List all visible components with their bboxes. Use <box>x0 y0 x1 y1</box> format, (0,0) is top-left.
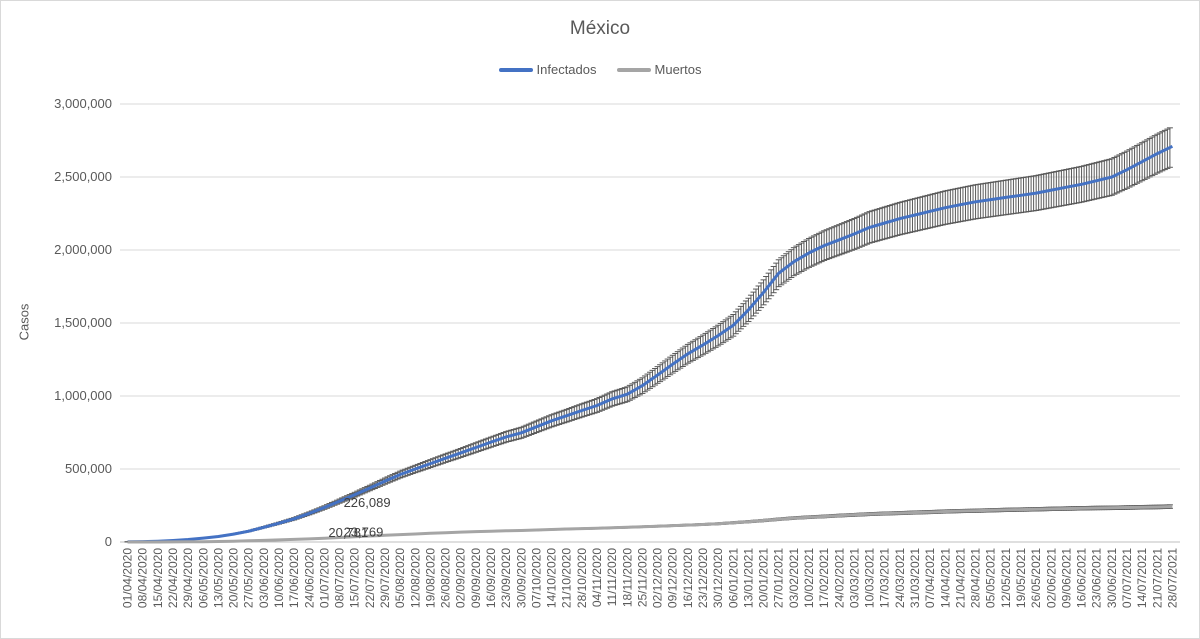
x-tick-label: 24/02/2021 <box>832 548 846 608</box>
x-tick-label: 19/08/2020 <box>423 548 437 608</box>
x-tick-label: 28/07/2021 <box>1165 548 1179 608</box>
x-tick-label: 01/07/2020 <box>317 548 331 608</box>
y-tick-label: 2,000,000 <box>54 242 112 257</box>
x-tick-label: 05/05/2021 <box>984 548 998 608</box>
x-tick-label: 27/05/2020 <box>242 548 256 608</box>
x-tick-label: 21/07/2021 <box>1150 548 1164 608</box>
x-tick-label: 23/12/2020 <box>696 548 710 608</box>
x-tick-label: 19/05/2021 <box>1014 548 1028 608</box>
x-tick-label: 26/05/2021 <box>1029 548 1043 608</box>
x-tick-label: 21/04/2021 <box>953 548 967 608</box>
x-tick-label: 10/03/2021 <box>863 548 877 608</box>
x-tick-label: 31/03/2021 <box>908 548 922 608</box>
x-tick-label: 10/02/2021 <box>802 548 816 608</box>
x-tick-label: 16/09/2020 <box>484 548 498 608</box>
legend-swatch-muertos <box>616 67 651 72</box>
x-tick-label: 02/12/2020 <box>651 548 665 608</box>
x-tick-label: 27/01/2021 <box>772 548 786 608</box>
x-tick-label: 14/10/2020 <box>545 548 559 608</box>
x-tick-label: 08/04/2020 <box>136 548 150 608</box>
x-tick-label: 03/03/2021 <box>847 548 861 608</box>
y-tick-label: 500,000 <box>65 461 112 476</box>
x-tick-label: 08/07/2020 <box>333 548 347 608</box>
x-tick-label: 14/07/2021 <box>1135 548 1149 608</box>
x-tick-label: 09/09/2020 <box>469 548 483 608</box>
x-tick-label: 24/03/2021 <box>893 548 907 608</box>
x-tick-label: 15/04/2020 <box>151 548 165 608</box>
x-tick-label: 01/04/2020 <box>121 548 135 608</box>
x-tick-label: 13/05/2020 <box>211 548 225 608</box>
x-tick-label: 24/06/2020 <box>302 548 316 608</box>
x-tick-label: 22/07/2020 <box>363 548 377 608</box>
x-tick-label: 29/04/2020 <box>181 548 195 608</box>
legend-item-muertos: Muertos <box>616 62 702 77</box>
x-tick-label: 11/11/2020 <box>605 548 619 607</box>
x-tick-label: 22/04/2020 <box>166 548 180 608</box>
x-tick-label: 06/01/2021 <box>726 548 740 608</box>
y-tick-label: 0 <box>105 534 112 549</box>
x-tick-label: 02/09/2020 <box>454 548 468 608</box>
x-tick-label: 17/06/2020 <box>287 548 301 608</box>
x-tick-label: 30/12/2020 <box>711 548 725 608</box>
chart-title: México <box>569 18 631 39</box>
x-tick-label: 05/08/2020 <box>393 548 407 608</box>
x-tick-label: 09/12/2020 <box>666 548 680 608</box>
legend-swatch-infectados <box>498 67 533 72</box>
x-tick-label: 21/10/2020 <box>560 548 574 608</box>
x-tick-label: 20/01/2021 <box>757 548 771 608</box>
x-tick-label: 09/06/2021 <box>1059 548 1073 608</box>
x-tick-label: 10/06/2020 <box>272 548 286 608</box>
y-tick-label: 1,500,000 <box>54 315 112 330</box>
x-tick-label: 07/10/2020 <box>529 548 543 608</box>
x-tick-label: 04/11/2020 <box>590 548 604 607</box>
y-tick-label: 2,500,000 <box>54 169 112 184</box>
series-line-muertos <box>127 505 1173 544</box>
y-tick-label: 1,000,000 <box>54 388 112 403</box>
legend-label-infectados: Infectados <box>536 62 597 77</box>
x-tick-label: 17/03/2021 <box>878 548 892 608</box>
x-tick-label: 13/01/2021 <box>741 548 755 608</box>
x-tick-label: 18/11/2020 <box>620 548 634 607</box>
x-tick-label: 28/10/2020 <box>575 548 589 608</box>
x-tick-label: 03/06/2020 <box>257 548 271 608</box>
x-tick-label: 23/06/2021 <box>1090 548 1104 608</box>
x-tick-label: 07/07/2021 <box>1120 548 1134 608</box>
x-tick-label: 25/11/2020 <box>635 548 649 607</box>
x-tick-label: 23/09/2020 <box>499 548 513 608</box>
legend-label-muertos: Muertos <box>654 62 702 77</box>
x-tick-label: 30/06/2021 <box>1105 548 1119 608</box>
x-tick-label: 12/08/2020 <box>408 548 422 608</box>
x-tick-label: 03/02/2021 <box>787 548 801 608</box>
chart-legend: Infectados Muertos <box>0 62 1200 77</box>
x-tick-label: 26/08/2020 <box>439 548 453 608</box>
x-tick-label: 02/06/2021 <box>1044 548 1058 608</box>
x-tick-label: 14/04/2021 <box>938 548 952 608</box>
data-label: 226,089 <box>344 495 391 510</box>
x-tick-label: 15/07/2020 <box>348 548 362 608</box>
x-tick-label: 16/12/2020 <box>681 548 695 608</box>
series-line-infectados <box>127 144 1174 544</box>
x-tick-label: 29/07/2020 <box>378 548 392 608</box>
x-tick-label: 30/09/2020 <box>514 548 528 608</box>
x-tick-label: 16/06/2021 <box>1075 548 1089 608</box>
x-tick-label: 17/02/2021 <box>817 548 831 608</box>
x-tick-label: 07/04/2021 <box>923 548 937 608</box>
x-tick-label: 20/05/2020 <box>227 548 241 608</box>
x-tick-label: 06/05/2020 <box>196 548 210 608</box>
legend-item-infectados: Infectados <box>498 62 597 77</box>
x-tick-label: 12/05/2021 <box>999 548 1013 608</box>
x-tick-label: 28/04/2021 <box>969 548 983 608</box>
y-tick-label: 3,000,000 <box>54 96 112 111</box>
data-label: 20,781 <box>328 525 368 540</box>
data-label: 23,769 <box>344 525 384 540</box>
